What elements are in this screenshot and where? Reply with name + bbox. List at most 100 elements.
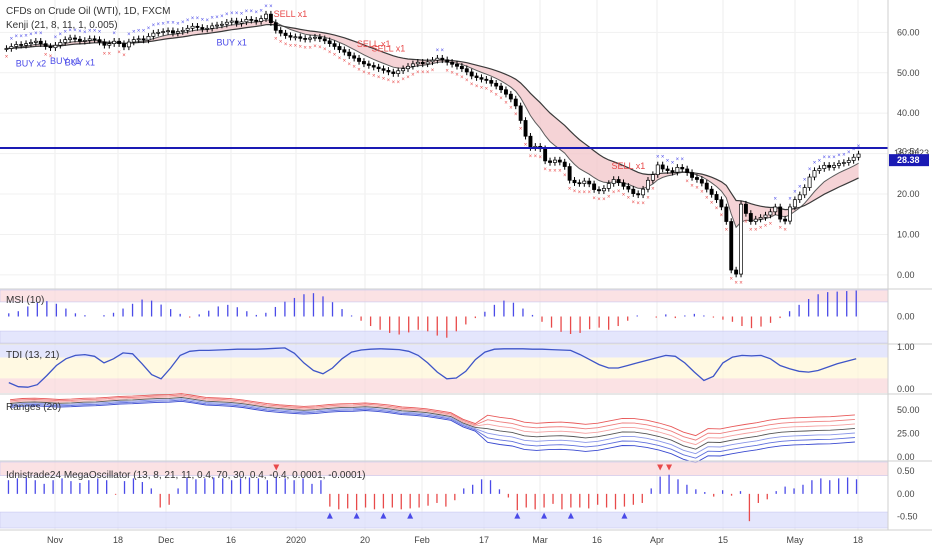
sell-dot-marker: × [558, 168, 562, 174]
candle-body [136, 38, 141, 41]
sell-dot-marker: × [573, 189, 577, 195]
buy-signal-label: BUY x1 [65, 57, 95, 67]
candle-body [592, 183, 597, 190]
buy-dot-marker: × [88, 29, 92, 35]
candle-body [322, 38, 327, 42]
candle-body [28, 42, 33, 45]
candle-body [180, 29, 185, 32]
buy-dot-marker: × [837, 153, 841, 159]
sell-dot-marker: × [362, 70, 366, 76]
sell-dot-marker: × [367, 72, 371, 78]
candle-body [33, 40, 38, 43]
ranges-band-line [10, 400, 855, 464]
buy-dot-marker: × [29, 32, 33, 38]
sell-dot-marker: × [347, 62, 351, 68]
pane-zone [0, 357, 888, 379]
sell-dot-marker: × [749, 228, 753, 234]
kenji-band [6, 19, 859, 229]
candle-body [48, 46, 53, 49]
candle-body [572, 179, 577, 184]
buy-dot-marker: × [671, 160, 675, 166]
sell-dot-marker: × [695, 186, 699, 192]
buy-dot-marker: × [254, 10, 258, 16]
pane-tick-label: 0.00 [897, 452, 915, 462]
price-tick-label: 20.00 [897, 189, 920, 199]
buy-dot-marker: × [832, 155, 836, 161]
sell-dot-marker: × [700, 189, 704, 195]
ranges-band-line [10, 394, 855, 441]
buy-dot-marker: × [63, 29, 67, 35]
candle-body [77, 38, 82, 42]
candle-body [601, 188, 606, 192]
sell-dot-marker: × [308, 45, 312, 51]
price-tick-label: 40.00 [897, 108, 920, 118]
sell-dot-marker: × [685, 179, 689, 185]
buy-signal-label: BUY x1 [50, 56, 80, 66]
candle-body [122, 43, 126, 48]
sell-dot-marker: × [778, 225, 782, 231]
candle-body [244, 19, 249, 23]
candle-body [342, 49, 347, 53]
candle-body [788, 206, 792, 222]
sell-dot-marker: × [426, 70, 430, 76]
candle-body [386, 69, 391, 73]
candle-body [641, 188, 646, 196]
pane-2: 50.00 25.00 0.00 [0, 393, 932, 464]
candle-body [73, 37, 77, 40]
time-tick-label: 17 [479, 535, 489, 545]
sell-dot-marker: × [538, 155, 542, 161]
candle-body [646, 179, 650, 190]
sell-signal-label: SELL x1 [357, 39, 391, 49]
candle-body [489, 80, 494, 84]
sell-dot-marker: × [534, 154, 538, 160]
candle-body [317, 36, 322, 40]
buy-dot-marker: × [14, 34, 18, 40]
candle-body [313, 36, 317, 39]
time-tick-label: 16 [592, 535, 602, 545]
candle-body [655, 164, 660, 175]
candle-body [352, 55, 357, 59]
candle-body [215, 24, 219, 27]
candle-body [327, 40, 332, 45]
candle-body [126, 41, 131, 48]
candle-body [734, 269, 739, 275]
candle-body [92, 38, 97, 41]
sell-dot-marker: × [504, 100, 508, 106]
buy-dot-marker: × [205, 18, 209, 24]
buy-dot-marker: × [191, 16, 195, 22]
sell-dot-marker: × [651, 187, 655, 193]
candle-body [680, 166, 685, 170]
kenji-band-fill [6, 19, 859, 228]
buy-dot-marker: × [220, 14, 224, 20]
indicator-label: Kenji (21, 8, 11, 1, 0.005) [6, 20, 118, 31]
candle-body [729, 221, 734, 271]
buy-dot-marker: × [666, 159, 670, 165]
sell-dot-marker: × [490, 90, 494, 96]
buy-dot-marker: × [818, 158, 822, 164]
candle-body [43, 43, 48, 47]
candle-body [513, 98, 518, 107]
candle-body [117, 40, 122, 45]
signal-markers: × × × × × × × × × × × × × × × × × × × × × × × × × × × × × × × × × × × × × × × ×… [5, 4, 861, 286]
candle-body [107, 43, 112, 46]
candle-body [582, 180, 587, 184]
candle-body [435, 57, 440, 61]
buy-dot-marker: × [215, 15, 219, 21]
candle-body [783, 218, 788, 222]
buy-dot-marker: × [847, 150, 851, 156]
candle-body [459, 65, 464, 70]
countdown-label: 16:30:23 [894, 148, 929, 158]
pane-tick-label: 1.00 [897, 342, 915, 352]
pane-tick-label: 25.00 [897, 429, 920, 439]
candle-body [670, 170, 675, 173]
price-tick-label: 30.54 [897, 146, 920, 156]
sell-dot-marker: × [548, 169, 552, 175]
oscillator-up-triangle [326, 512, 333, 519]
candle-body [455, 63, 459, 67]
candle-body [464, 68, 469, 73]
candle-body [53, 44, 58, 49]
oscillator-up-triangle [621, 512, 628, 519]
pane-tick-label: 0.50 [897, 466, 915, 476]
buy-dot-marker: × [857, 144, 861, 150]
